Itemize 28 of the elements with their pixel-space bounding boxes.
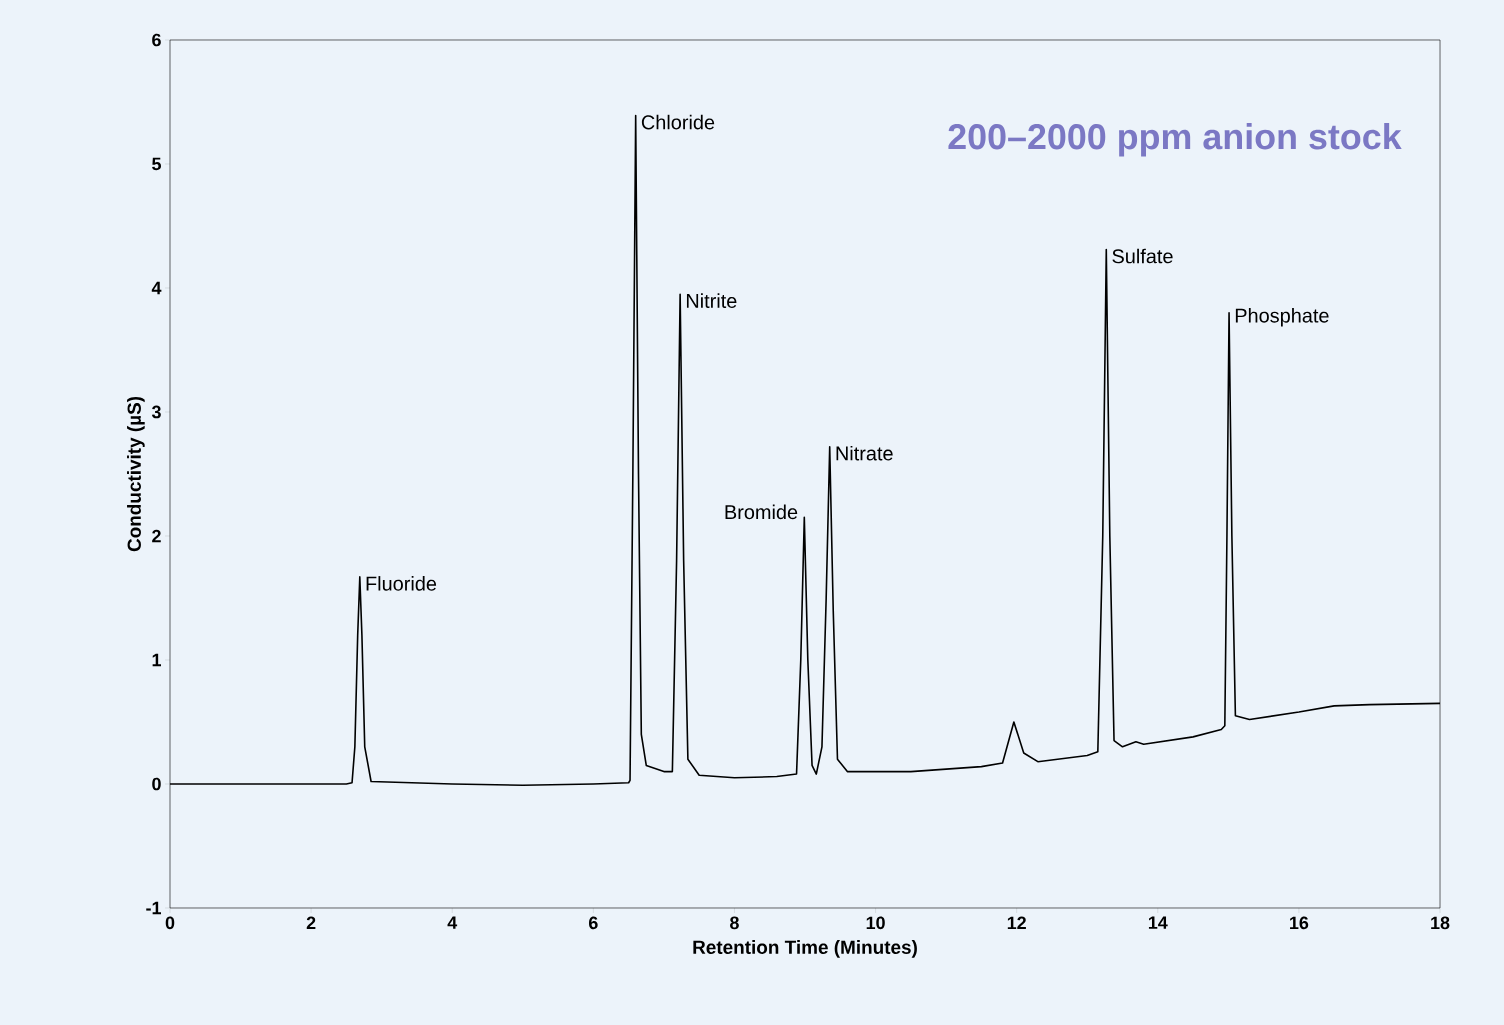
annotation: Phosphate <box>1235 308 1329 327</box>
annotation: Nitrate <box>836 445 893 461</box>
x-tick-label: 10 <box>866 916 885 930</box>
annotation: Nitrite <box>686 293 737 308</box>
y-tick-label: 4 <box>151 281 162 295</box>
x-tick-label: 12 <box>1007 916 1026 930</box>
x-tick-label: 6 <box>589 916 598 930</box>
x-tick-label: 8 <box>730 916 739 930</box>
x-tick-label: 16 <box>1290 916 1309 930</box>
annotation: Fluoride <box>366 576 437 591</box>
annotation: Sulfate <box>1112 248 1173 264</box>
annotation: Bromide <box>725 504 798 520</box>
x-tick-label: 4 <box>447 916 458 929</box>
y-tick-label: 3 <box>151 405 161 419</box>
x-tick-label: 0 <box>165 916 175 930</box>
y-tick-label: 0 <box>152 777 161 791</box>
x-tick-label: 14 <box>1148 916 1168 929</box>
y-tick-label: 2 <box>152 529 161 543</box>
y-tick-label: 1 <box>152 653 161 667</box>
annotation: Chloride <box>641 114 715 130</box>
y-tick-label: 6 <box>152 33 161 47</box>
y-axis-title: Conductivity (µS) <box>127 396 145 552</box>
x-tick-label: 2 <box>306 916 316 930</box>
y-tick-label: 5 <box>152 157 161 171</box>
x-axis-title: Retention Time (Minutes) <box>693 940 917 958</box>
x-tick-label: 18 <box>1431 916 1450 930</box>
y-tick-label: -1 <box>146 901 161 915</box>
text: 200–2000 ppm anion stock <box>948 123 1402 157</box>
